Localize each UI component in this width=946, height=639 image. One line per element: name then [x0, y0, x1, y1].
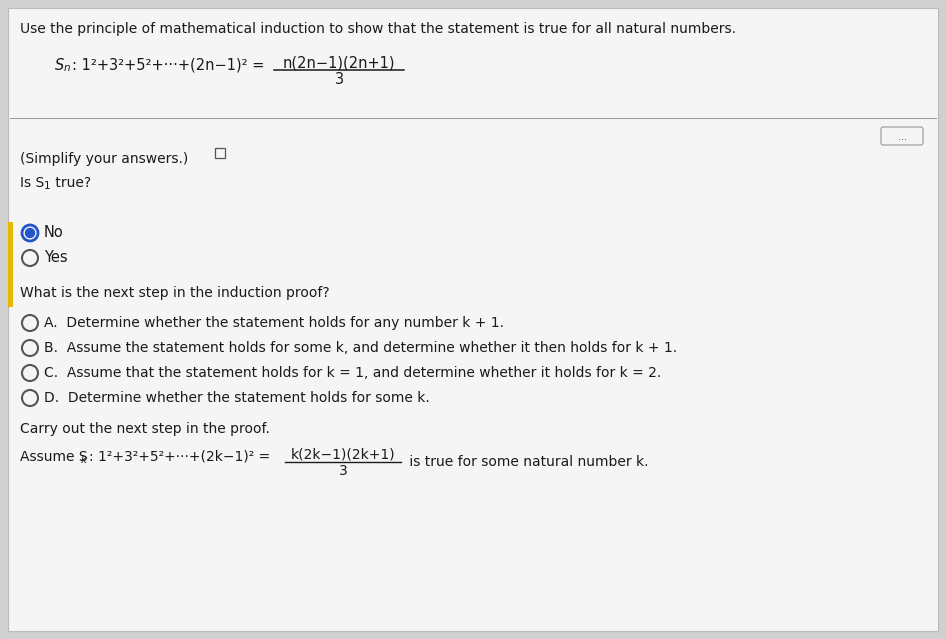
- Text: No: No: [44, 225, 63, 240]
- Bar: [215, 148, 225, 158]
- Text: Yes: Yes: [44, 250, 67, 265]
- Text: C.  Assume that the statement holds for k = 1, and determine whether it holds fo: C. Assume that the statement holds for k…: [44, 366, 661, 380]
- Circle shape: [26, 229, 34, 238]
- Bar: [8, 222, 13, 307]
- Text: ...: ...: [898, 132, 906, 142]
- Text: n(2n−1)(2n+1): n(2n−1)(2n+1): [283, 56, 395, 71]
- Text: Carry out the next step in the proof.: Carry out the next step in the proof.: [20, 422, 270, 436]
- Text: Assume S: Assume S: [20, 450, 88, 464]
- Text: 1: 1: [44, 181, 51, 191]
- Text: B.  Assume the statement holds for some k, and determine whether it then holds f: B. Assume the statement holds for some k…: [44, 341, 677, 355]
- Text: true?: true?: [51, 176, 91, 190]
- Text: Use the principle of mathematical induction to show that the statement is true f: Use the principle of mathematical induct…: [20, 22, 736, 36]
- Text: k(2k−1)(2k+1): k(2k−1)(2k+1): [290, 448, 395, 462]
- Text: What is the next step in the induction proof?: What is the next step in the induction p…: [20, 286, 329, 300]
- Text: S: S: [55, 58, 64, 73]
- Text: (Simplify your answers.): (Simplify your answers.): [20, 152, 188, 166]
- Text: : 1²+3²+5²+···+(2n−1)² =: : 1²+3²+5²+···+(2n−1)² =: [72, 58, 264, 73]
- Text: is true for some natural number k.: is true for some natural number k.: [405, 455, 649, 469]
- Text: Is S: Is S: [20, 176, 44, 190]
- Text: : 1²+3²+5²+···+(2k−1)² =: : 1²+3²+5²+···+(2k−1)² =: [89, 450, 271, 464]
- Text: D.  Determine whether the statement holds for some k.: D. Determine whether the statement holds…: [44, 391, 429, 405]
- Text: A.  Determine whether the statement holds for any number k + 1.: A. Determine whether the statement holds…: [44, 316, 504, 330]
- FancyBboxPatch shape: [881, 127, 923, 145]
- Text: 3: 3: [335, 72, 343, 87]
- FancyBboxPatch shape: [8, 8, 938, 631]
- Text: k: k: [81, 455, 87, 465]
- Text: 3: 3: [339, 464, 347, 478]
- Text: n: n: [64, 63, 71, 73]
